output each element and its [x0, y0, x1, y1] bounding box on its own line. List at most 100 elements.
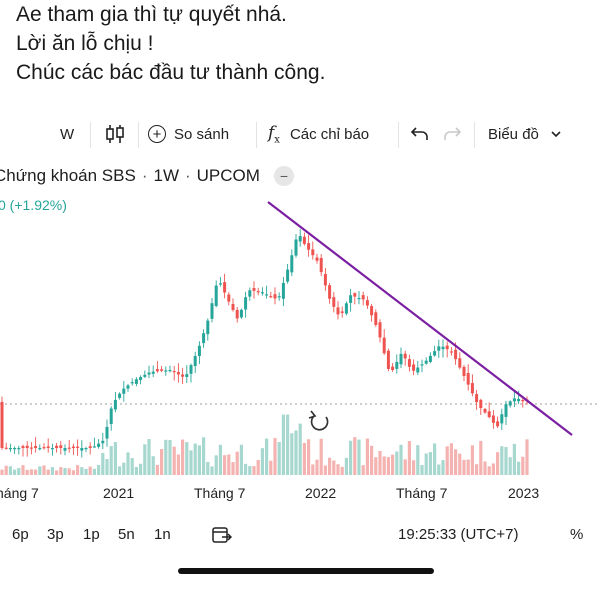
candle-body [113, 399, 117, 410]
candle-body [88, 446, 92, 448]
candle-body [416, 367, 420, 373]
undo-icon [410, 127, 428, 140]
indicators-button[interactable]: fx Các chỉ báo [268, 116, 369, 152]
clock-timezone[interactable]: 19:25:33 (UTC+7) [398, 526, 519, 543]
volume-bar [181, 439, 185, 475]
candle-body [248, 290, 252, 297]
toolbar-divider [398, 122, 399, 148]
candle-body [462, 366, 466, 376]
candle-body [244, 297, 248, 310]
volume-bar [126, 452, 130, 475]
candle-body [34, 446, 38, 448]
collapse-legend-button[interactable]: − [273, 166, 294, 186]
volume-bar [449, 443, 453, 475]
candle-body [512, 398, 516, 402]
candle-body [206, 320, 210, 335]
volume-bar [361, 465, 365, 475]
candle-body [214, 285, 218, 306]
volume-bars [0, 414, 529, 475]
minus-icon: − [279, 168, 289, 184]
candle-body [470, 383, 474, 394]
reset-icon [308, 410, 329, 431]
candle-body [315, 257, 319, 261]
range-1n[interactable]: 1n [154, 526, 171, 543]
undo-button[interactable] [410, 116, 430, 152]
candle-body [17, 448, 21, 450]
range-6p[interactable]: 6p [12, 526, 29, 543]
chart-toolbar: W + So sánh fx Các chỉ báo Biểu đồ [0, 116, 600, 152]
volume-bar [248, 466, 252, 475]
range-5n[interactable]: 5n [118, 526, 135, 543]
candles [0, 229, 529, 458]
volume-bar [357, 439, 361, 475]
volume-bar [420, 464, 424, 475]
candle-body [479, 399, 483, 409]
range-3p[interactable]: 3p [47, 526, 64, 543]
volume-bar [496, 452, 500, 475]
candle-body [508, 401, 512, 406]
candle-body [365, 300, 369, 306]
goto-date-button[interactable] [210, 524, 233, 550]
candle-body [311, 249, 315, 256]
chevron-down-icon [551, 131, 561, 138]
chart-type-button[interactable]: Biểu đồ [488, 116, 563, 152]
volume-bar [353, 437, 357, 475]
volume-bar [139, 463, 143, 475]
volume-bar [517, 461, 521, 475]
volume-bar [67, 468, 71, 475]
volume-bar [231, 462, 235, 475]
redo-button[interactable] [442, 116, 462, 152]
candle-body [332, 297, 336, 307]
chart-style-button[interactable] [104, 116, 126, 152]
candle-body [160, 369, 164, 371]
caption-line-2: Lời ăn lỗ chịu ! [16, 32, 154, 55]
volume-bar [479, 440, 483, 475]
compare-button[interactable]: + So sánh [148, 116, 229, 152]
volume-bar [84, 468, 88, 475]
volume-bar [487, 466, 491, 475]
range-1p[interactable]: 1p [83, 526, 100, 543]
volume-bar [4, 465, 8, 475]
volume-bar [76, 465, 80, 475]
candle-body [67, 447, 71, 449]
candle-body [491, 415, 495, 423]
candle-body [260, 292, 264, 294]
candle-body [420, 364, 424, 366]
candle-body [386, 350, 390, 369]
interval-button[interactable]: W [60, 116, 74, 152]
volume-bar [407, 441, 411, 475]
volume-bar [63, 468, 67, 475]
candle-body [185, 374, 189, 377]
candle-body [357, 298, 361, 300]
candle-body [290, 255, 294, 273]
price-chart[interactable]: háng 7 2021 Tháng 7 2022 Tháng 7 2023 [0, 0, 600, 520]
volume-bar [13, 469, 17, 475]
candle-body [227, 294, 231, 302]
volume-bar [340, 466, 344, 475]
volume-bar [202, 437, 206, 475]
candle-body [269, 296, 273, 298]
candle-body [412, 364, 416, 371]
volume-bar [29, 469, 33, 475]
chart-type-label: Biểu đồ [488, 125, 539, 143]
volume-bar [475, 464, 479, 475]
candle-body [181, 374, 185, 377]
volume-bar [403, 459, 407, 475]
candle-body [298, 236, 302, 242]
percent-scale-toggle[interactable]: % [570, 526, 584, 543]
volume-bar [42, 465, 46, 475]
volume-bar [504, 447, 508, 475]
volume-bar [130, 458, 134, 475]
candle-body [449, 351, 453, 353]
candle-body [0, 401, 4, 448]
reset-button[interactable] [303, 405, 337, 439]
candle-body [172, 370, 176, 373]
candle-body [8, 448, 12, 450]
candle-body [126, 385, 130, 389]
candle-body [286, 269, 290, 282]
volume-bar [315, 459, 319, 475]
symbol-legend: Chứng khoán SBS · 1W · UPCOM − [0, 166, 294, 186]
volume-bar [8, 466, 12, 475]
volume-bar [164, 439, 168, 475]
volume-bar [265, 438, 269, 475]
